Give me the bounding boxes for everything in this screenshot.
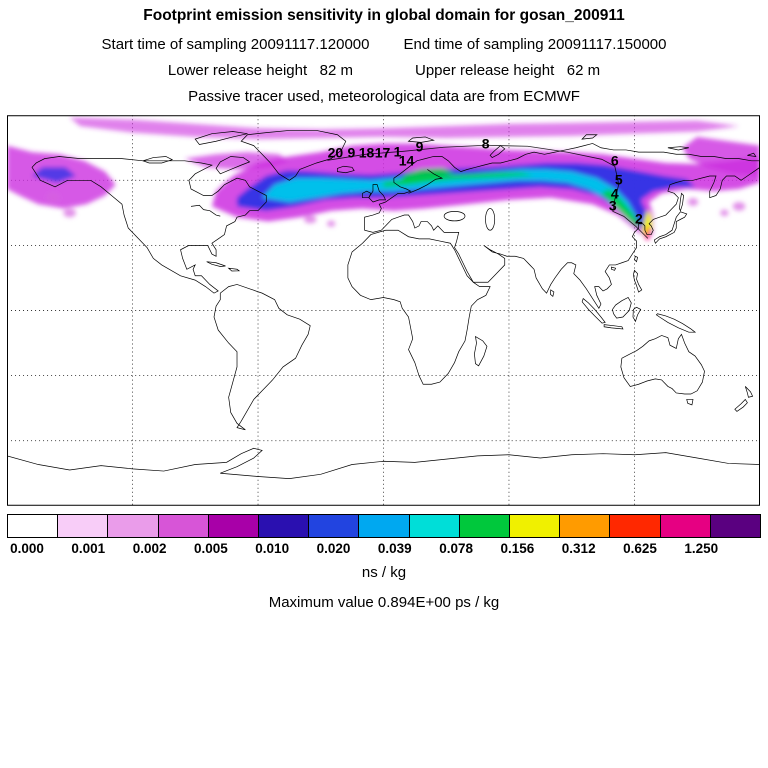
colorbar-tick-label: 0.010 — [255, 541, 290, 556]
map-frame — [7, 115, 760, 506]
trajectory-marker: 6 — [611, 152, 619, 168]
colorbar-cell — [8, 515, 59, 537]
colorbar-tick-label: 0.001 — [71, 541, 106, 556]
colorbar-tick-label: 0.020 — [316, 541, 351, 556]
figure-title: Footprint emission sensitivity in global… — [143, 7, 625, 24]
trajectory-line — [327, 144, 649, 239]
trajectory-marker: 14 — [399, 152, 415, 168]
colorbar-cell — [108, 515, 159, 537]
maximum-value-label: Maximum value 0.894E+00 ps / kg — [268, 594, 500, 611]
coastlines — [7, 130, 760, 480]
colorbar-cell — [309, 515, 360, 537]
trajectory-marker: 5 — [615, 171, 623, 187]
colorbar-cell — [359, 515, 410, 537]
colorbar-tick-label: 0.039 — [377, 541, 412, 556]
colorbar-tick-label: 0.625 — [623, 541, 657, 556]
colorbar-cell — [610, 515, 661, 537]
colorbar-tick-label: 0.312 — [561, 541, 596, 556]
upper-release-height-label: Upper release height 62 m — [415, 62, 601, 79]
start-time-label: Start time of sampling 20091117.120000 — [101, 36, 370, 53]
colorbar-cell — [660, 515, 711, 537]
trajectory-marker: 4 — [611, 185, 619, 201]
colorbar-tick-label: 0.005 — [193, 541, 228, 556]
colorbar-cell — [259, 515, 310, 537]
colorbar — [7, 514, 761, 538]
colorbar-tick-label: 0.000 — [10, 541, 44, 556]
colorbar-tick-label: 0.078 — [439, 541, 473, 556]
tracer-info-line: Passive tracer used, meteorological data… — [188, 88, 580, 105]
colorbar-cell — [208, 515, 260, 537]
colorbar-cell — [510, 515, 561, 537]
colorbar-cell — [58, 515, 109, 537]
colorbar-cell — [459, 515, 511, 537]
colorbar-tick-label: 1.250 — [684, 541, 719, 556]
sampling-time-line: Start time of sampling 20091117.120000 E… — [0, 36, 768, 54]
trajectory-marker: 3 — [609, 197, 617, 213]
end-time-label: End time of sampling 20091117.150000 — [403, 36, 667, 53]
colorbar-units-label: ns / kg — [361, 564, 407, 581]
colorbar-tick-label: 0.002 — [132, 541, 167, 556]
trajectory-marker: 1 — [394, 143, 402, 159]
trajectory-marker: 18 — [359, 144, 375, 160]
colorbar-tick-label: 0.156 — [500, 541, 535, 556]
colorbar-cell — [710, 515, 761, 537]
trajectory-marker: 9 — [348, 144, 356, 160]
trajectory-marker: 20 — [328, 144, 344, 160]
trajectory-marker: 2 — [635, 210, 643, 226]
world-map: 20 9 18 17 1 14 9 8 6 5 4 3 2 — [7, 115, 760, 506]
trajectory-marker: 8 — [482, 135, 490, 151]
lower-release-height-label: Lower release height 82 m — [167, 62, 353, 79]
release-height-line: Lower release height 82 m Upper release … — [0, 62, 768, 80]
colorbar-cell — [409, 515, 460, 537]
colorbar-ticks: 0.000 0.001 0.002 0.005 0.010 0.020 0.039 0.078… — [7, 541, 761, 558]
colorbar-cell — [560, 515, 611, 537]
emission-plume — [7, 117, 760, 240]
trajectory-marker: 9 — [416, 138, 424, 154]
trajectory-marker: 17 — [375, 144, 391, 160]
colorbar-cell — [158, 515, 209, 537]
